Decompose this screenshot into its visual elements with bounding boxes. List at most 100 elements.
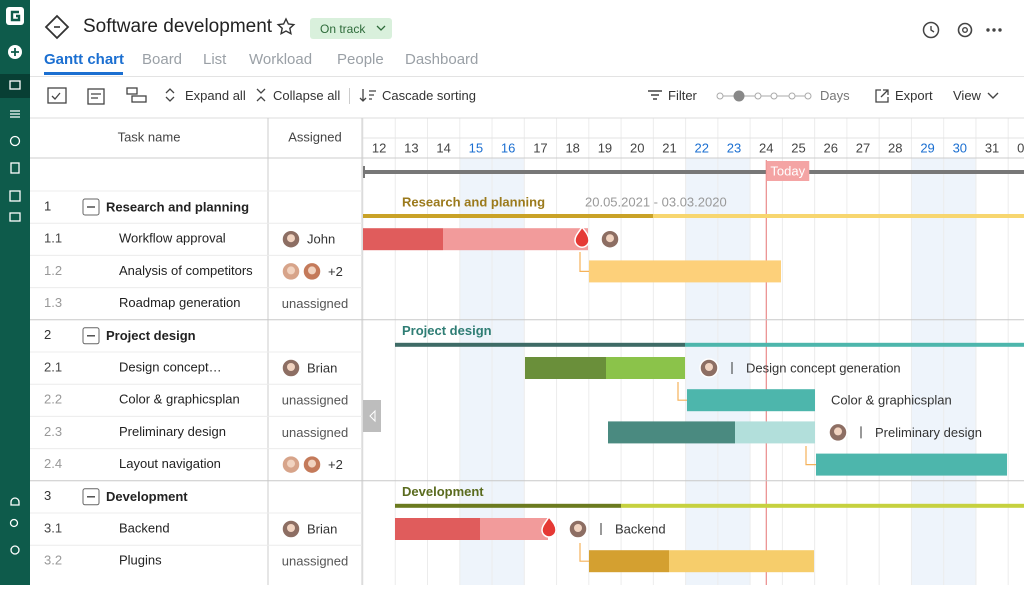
expand-icon: [165, 88, 175, 102]
expand-all[interactable]: Expand all: [185, 88, 246, 103]
task-name: Layout navigation: [119, 456, 221, 471]
collapse-all[interactable]: Collapse all: [273, 88, 341, 103]
day-label: 21: [662, 140, 676, 155]
day-label: 30: [953, 140, 967, 155]
star-icon[interactable]: [276, 17, 296, 37]
column-header: Task name: [118, 129, 181, 144]
divider: [30, 76, 1024, 77]
export-icon: [875, 89, 889, 103]
row-id: 3.1: [44, 520, 62, 535]
panel-toggle[interactable]: [363, 400, 381, 432]
status-text: On track: [320, 22, 366, 36]
task-name: Preliminary design: [119, 424, 226, 439]
task-bar[interactable]: [606, 357, 685, 379]
avatar-face: [308, 266, 316, 275]
task-bar[interactable]: [589, 260, 781, 283]
day-label: 31: [985, 140, 999, 155]
filter-icon: [648, 90, 662, 100]
export[interactable]: Export: [895, 88, 933, 103]
list-icon[interactable]: [10, 110, 20, 118]
chevron: [987, 92, 999, 99]
today-label: Today: [770, 163, 805, 178]
task-bar[interactable]: [525, 357, 606, 379]
weekend-column: [943, 158, 976, 585]
assigned-more: +2: [328, 457, 343, 472]
day-label: 29: [920, 140, 934, 155]
task-bar[interactable]: [816, 453, 1007, 476]
tab[interactable]: Dashboard: [405, 51, 479, 68]
more-icon[interactable]: [986, 28, 1002, 32]
dependency: [677, 382, 687, 401]
assigned-more: +2: [328, 264, 343, 279]
row-id: 2: [44, 327, 51, 342]
chat-icon[interactable]: [9, 212, 21, 222]
task-bar[interactable]: [480, 518, 548, 540]
settings-icon[interactable]: [957, 22, 973, 38]
avatar-face: [705, 363, 713, 371]
icon-button[interactable]: [87, 88, 105, 105]
bell-icon[interactable]: [10, 497, 20, 506]
day-label: 24: [759, 140, 773, 155]
task-name: Backend: [119, 520, 170, 535]
day-label: 25: [791, 140, 805, 155]
tab[interactable]: List: [203, 51, 227, 68]
tab[interactable]: Workload: [249, 51, 313, 68]
day-label: 27: [856, 140, 870, 155]
group-bar[interactable]: [621, 503, 1024, 508]
sidebar: [0, 0, 30, 585]
tab[interactable]: People: [337, 51, 384, 68]
icon-button[interactable]: [126, 87, 138, 95]
status-pill[interactable]: On track: [310, 18, 392, 39]
group-bar[interactable]: [363, 214, 653, 218]
project-title: Software development: [83, 16, 273, 37]
task-bar[interactable]: [669, 550, 814, 573]
history-icon[interactable]: [922, 21, 940, 39]
task-bar[interactable]: [608, 421, 735, 444]
zoom-slider[interactable]: [716, 88, 814, 104]
time-icon[interactable]: [9, 135, 21, 147]
separator: [349, 88, 350, 104]
task-bar[interactable]: [363, 228, 443, 251]
tab[interactable]: Board: [142, 51, 183, 68]
task-bar[interactable]: [687, 389, 815, 412]
task-bar[interactable]: [589, 550, 669, 573]
weekend-column: [911, 158, 944, 585]
group-name: Research and planning: [106, 199, 249, 214]
tab-active[interactable]: Gantt chart: [44, 51, 125, 68]
grid-icon[interactable]: [9, 190, 21, 202]
assigned: John: [307, 232, 335, 247]
avatar-face: [287, 266, 295, 275]
collapse-icon: [256, 88, 266, 102]
tab-underline: [44, 72, 123, 75]
group-bar[interactable]: [685, 342, 1024, 347]
doc-icon[interactable]: [10, 162, 20, 174]
avatar-face: [287, 459, 295, 468]
task-bar[interactable]: [443, 228, 588, 251]
row-id: 3: [44, 488, 51, 503]
sidebar-icons: [0, 7, 30, 555]
group-bar[interactable]: [653, 214, 1024, 218]
active-nav[interactable]: [0, 74, 30, 98]
critical-icon: [541, 515, 557, 538]
column-header: Assigned: [288, 129, 341, 144]
search-icon[interactable]: [9, 518, 19, 528]
panel-toggle-arrow: [369, 409, 376, 423]
task-bar[interactable]: [735, 421, 815, 444]
assigned: unassigned: [282, 296, 349, 311]
icon-button[interactable]: [47, 87, 67, 104]
settings-icon[interactable]: [10, 545, 20, 555]
day-label: 19: [598, 140, 612, 155]
assigned: Brian: [307, 360, 337, 375]
group-bar[interactable]: [395, 503, 621, 508]
row-id: 3.2: [44, 553, 62, 568]
dependency: [579, 252, 589, 272]
cascade-sorting[interactable]: Cascade sorting: [382, 88, 476, 103]
view-icons: [47, 87, 147, 105]
view[interactable]: View: [953, 88, 981, 103]
group-bar[interactable]: [395, 342, 685, 347]
task-bar[interactable]: [395, 518, 480, 540]
filter[interactable]: Filter: [668, 88, 697, 103]
day-label: 14: [436, 140, 450, 155]
row-id: 2.4: [44, 456, 62, 471]
